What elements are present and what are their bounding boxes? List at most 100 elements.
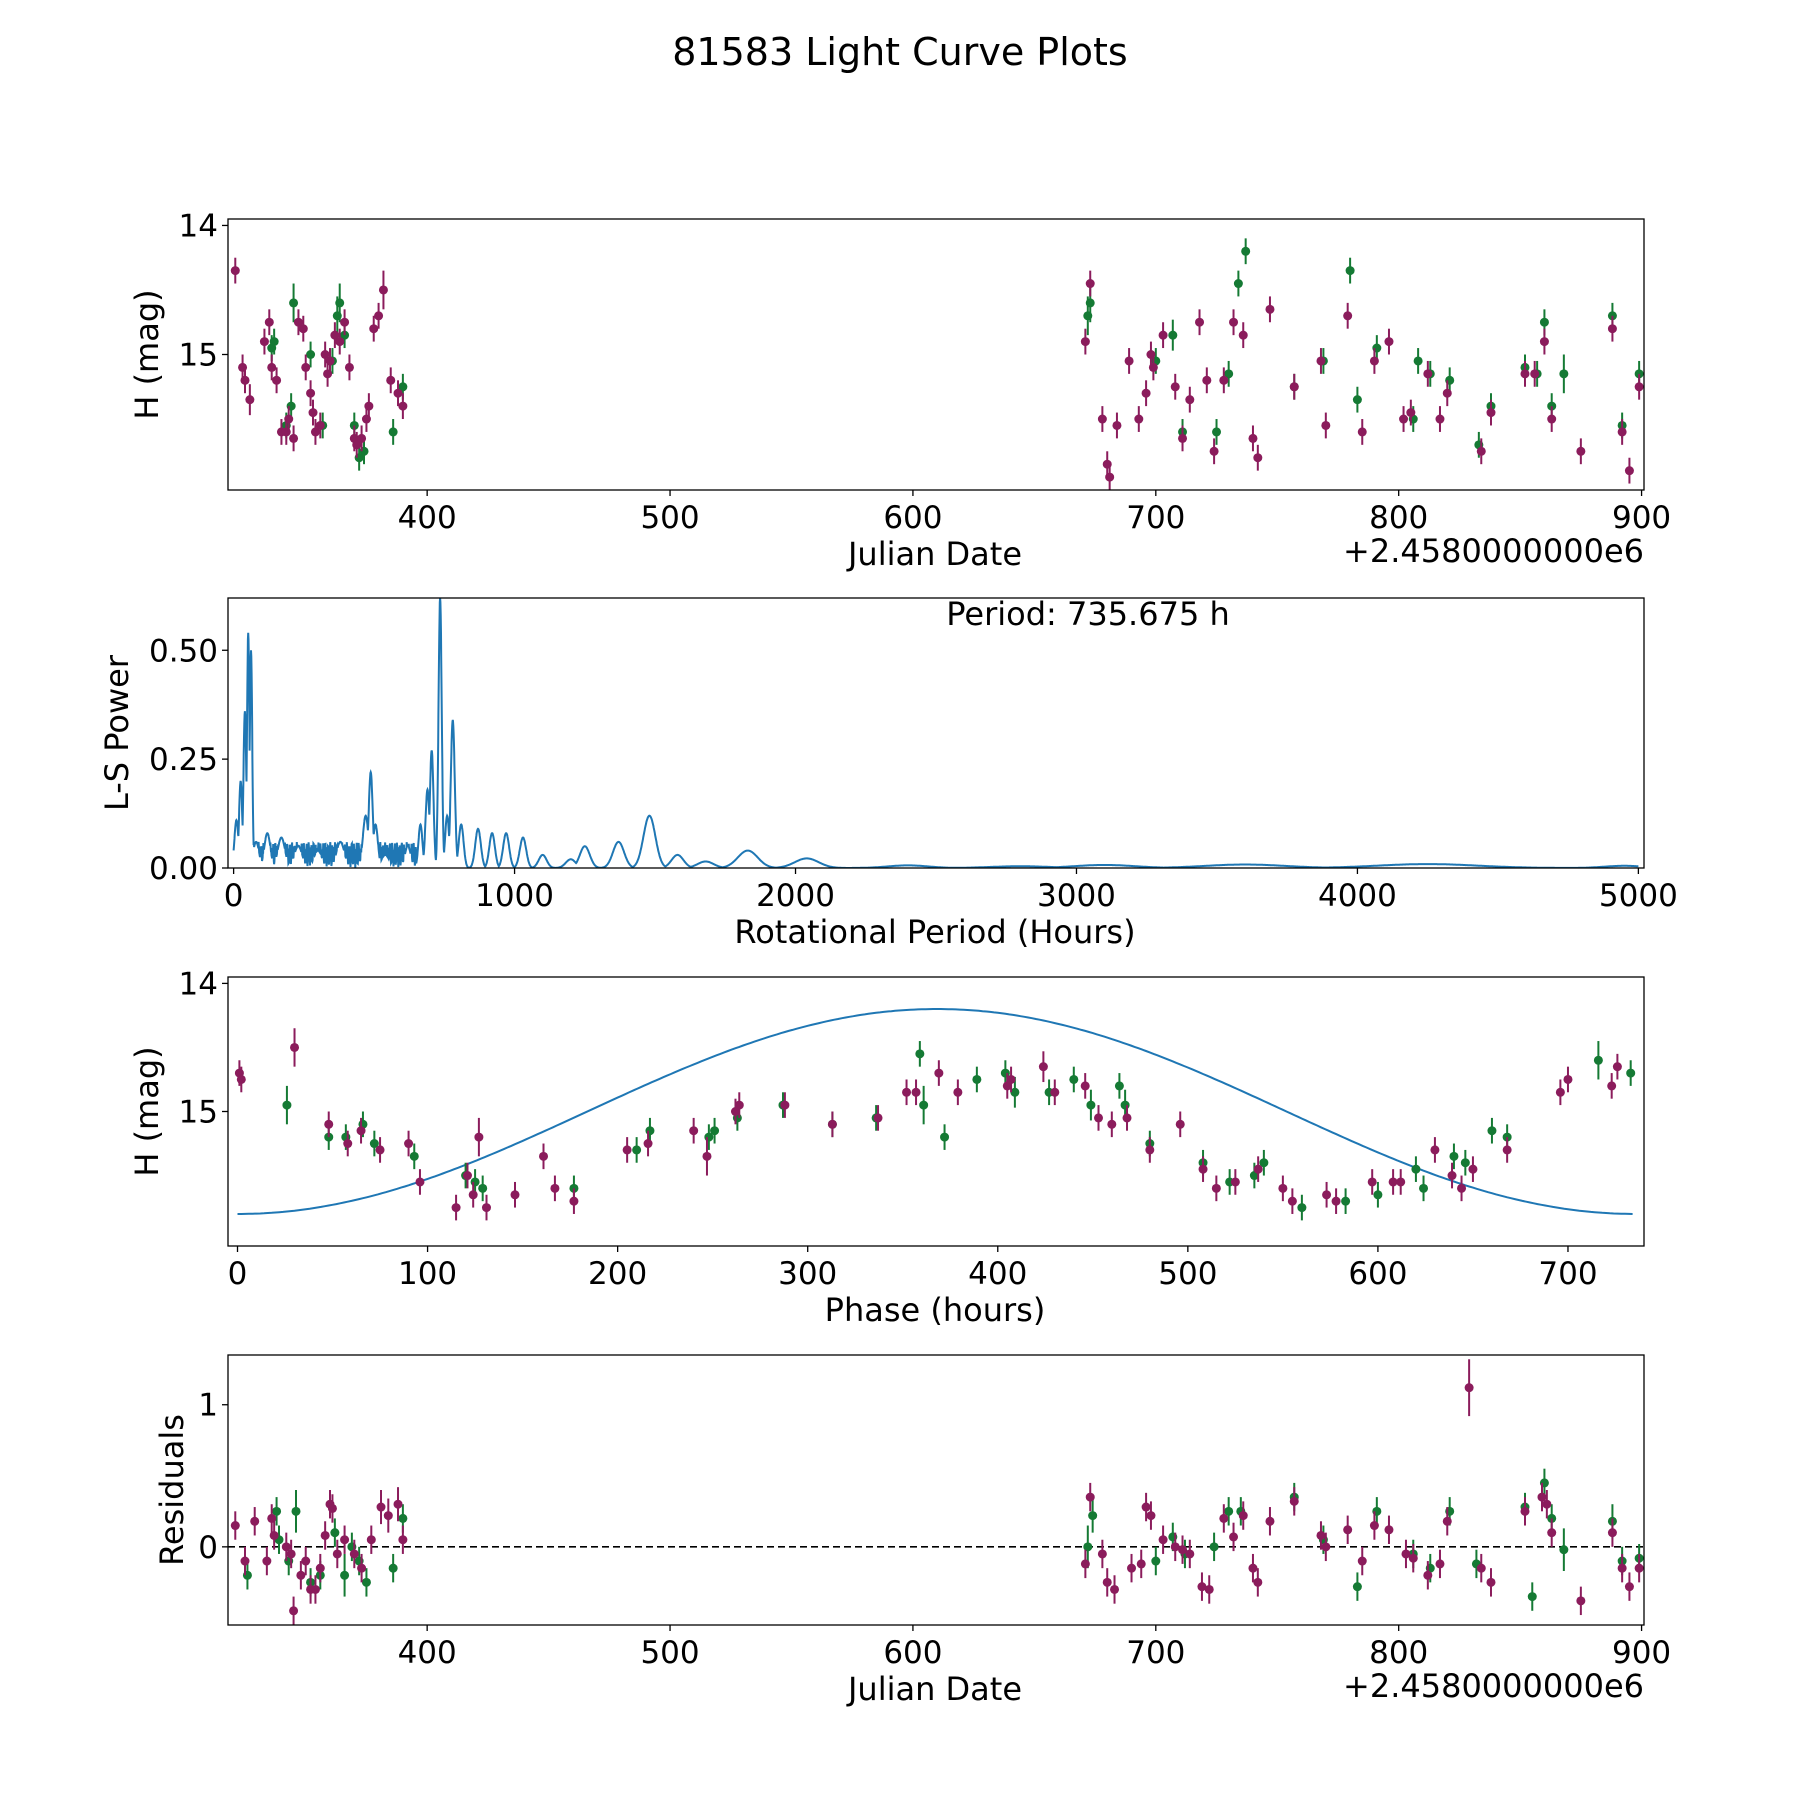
data-point-maroon — [230, 266, 240, 276]
data-point-maroon — [468, 1190, 478, 1200]
periodogram-curve — [232, 598, 1639, 868]
data-point-maroon — [296, 1570, 306, 1580]
x-tick-label: 800 — [1369, 1635, 1428, 1671]
data-point-maroon — [1006, 1074, 1016, 1084]
data-point-green — [388, 427, 398, 437]
data-point-maroon — [1136, 1559, 1146, 1569]
data-point-maroon — [1094, 1113, 1104, 1123]
data-point-maroon — [320, 350, 330, 359]
data-point-green — [1559, 1545, 1569, 1555]
data-point-maroon — [1085, 1492, 1095, 1502]
data-point-maroon — [310, 427, 320, 437]
residuals-panel: 400 500 600 700 800 900 10 Julian Date Residu… — [153, 1354, 1671, 1708]
data-point-maroon — [689, 1126, 699, 1136]
data-point-maroon — [315, 420, 325, 430]
data-point-maroon — [1486, 408, 1496, 418]
data-point-maroon — [1321, 420, 1331, 430]
data-point-maroon — [1248, 433, 1258, 443]
data-point-green — [1487, 1126, 1497, 1136]
data-point-maroon — [622, 1145, 632, 1155]
data-point-green — [282, 1100, 292, 1110]
x-tick-label: 100 — [398, 1256, 457, 1292]
data-point-maroon — [1607, 1528, 1617, 1538]
data-point-green — [361, 1577, 371, 1587]
data-point-maroon — [240, 375, 250, 385]
data-point-green — [1233, 279, 1243, 289]
data-point-green — [1559, 369, 1569, 379]
data-point-maroon — [301, 1556, 311, 1566]
data-point-maroon — [1435, 414, 1445, 424]
data-point-maroon — [1170, 382, 1180, 392]
lightcurve-y-label: H (mag) — [128, 289, 166, 419]
data-point-maroon — [356, 1126, 366, 1136]
data-point-maroon — [474, 1132, 484, 1142]
data-point-green — [340, 1570, 350, 1580]
data-point-green — [645, 1126, 655, 1136]
data-point-maroon — [383, 1511, 393, 1521]
y-tick-label: 0.00 — [149, 851, 218, 887]
data-point-green — [1539, 317, 1549, 327]
data-point-green — [1010, 1087, 1020, 1097]
data-point-green — [1419, 1183, 1429, 1193]
data-point-maroon — [327, 1503, 337, 1513]
data-point-green — [919, 1100, 929, 1110]
data-point-green — [335, 298, 345, 308]
data-point-maroon — [1464, 1383, 1474, 1393]
data-point-maroon — [1145, 1145, 1155, 1155]
data-point-maroon — [1209, 446, 1219, 456]
data-point-green — [470, 1177, 480, 1187]
data-point-maroon — [1197, 1582, 1207, 1592]
data-point-green — [1151, 1556, 1161, 1566]
data-point-maroon — [953, 1087, 963, 1097]
data-point-maroon — [1369, 356, 1379, 366]
data-point-green — [940, 1132, 950, 1142]
data-point-maroon — [1211, 1183, 1221, 1193]
data-point-maroon — [1468, 1164, 1478, 1174]
x-tick-label: 700 — [1126, 1635, 1185, 1671]
data-point-maroon — [393, 388, 403, 398]
data-point-maroon — [1530, 369, 1540, 379]
data-point-maroon — [1447, 1171, 1457, 1181]
data-point-maroon — [386, 375, 396, 385]
data-point-maroon — [1502, 1145, 1512, 1155]
data-point-maroon — [1265, 1516, 1275, 1526]
data-point-maroon — [320, 1530, 330, 1540]
data-point-maroon — [643, 1139, 653, 1149]
data-point-maroon — [404, 1139, 414, 1149]
data-point-green — [1069, 1074, 1079, 1084]
data-point-maroon — [1367, 1177, 1377, 1187]
x-tick-label: 2000 — [756, 878, 835, 914]
data-point-maroon — [1146, 1511, 1156, 1521]
data-point-maroon — [1555, 1087, 1565, 1097]
data-point-green — [1224, 1506, 1234, 1516]
data-point-maroon — [349, 1549, 359, 1559]
data-point-maroon — [259, 337, 269, 347]
phasefold-x-ticks: 0 100 200 300 400 500 600 700 — [228, 1246, 1598, 1292]
data-point-green — [1088, 1511, 1098, 1521]
data-point-maroon — [1202, 375, 1212, 385]
data-point-green — [1241, 246, 1251, 256]
data-point-maroon — [366, 1535, 376, 1545]
data-point-maroon — [1607, 1081, 1617, 1091]
data-point-maroon — [1357, 427, 1367, 437]
data-point-green — [1352, 395, 1362, 405]
data-point-green — [710, 1126, 720, 1136]
x-tick-label: 600 — [883, 1635, 942, 1671]
data-point-green — [330, 1528, 340, 1538]
data-point-maroon — [1185, 395, 1195, 405]
phasefold-points — [234, 1028, 1636, 1221]
data-point-maroon — [308, 408, 318, 418]
data-point-maroon — [1141, 1502, 1151, 1512]
data-point-maroon — [378, 285, 388, 295]
data-point-maroon — [340, 1535, 350, 1545]
data-point-maroon — [1607, 324, 1617, 334]
data-point-maroon — [1331, 1196, 1341, 1206]
data-point-maroon — [1229, 317, 1239, 327]
data-point-maroon — [1396, 1177, 1406, 1187]
data-point-maroon — [1080, 1081, 1090, 1091]
data-point-maroon — [415, 1177, 425, 1187]
lightcurve-x-label: Julian Date — [846, 535, 1022, 573]
y-tick-label: 1 — [198, 1388, 218, 1424]
